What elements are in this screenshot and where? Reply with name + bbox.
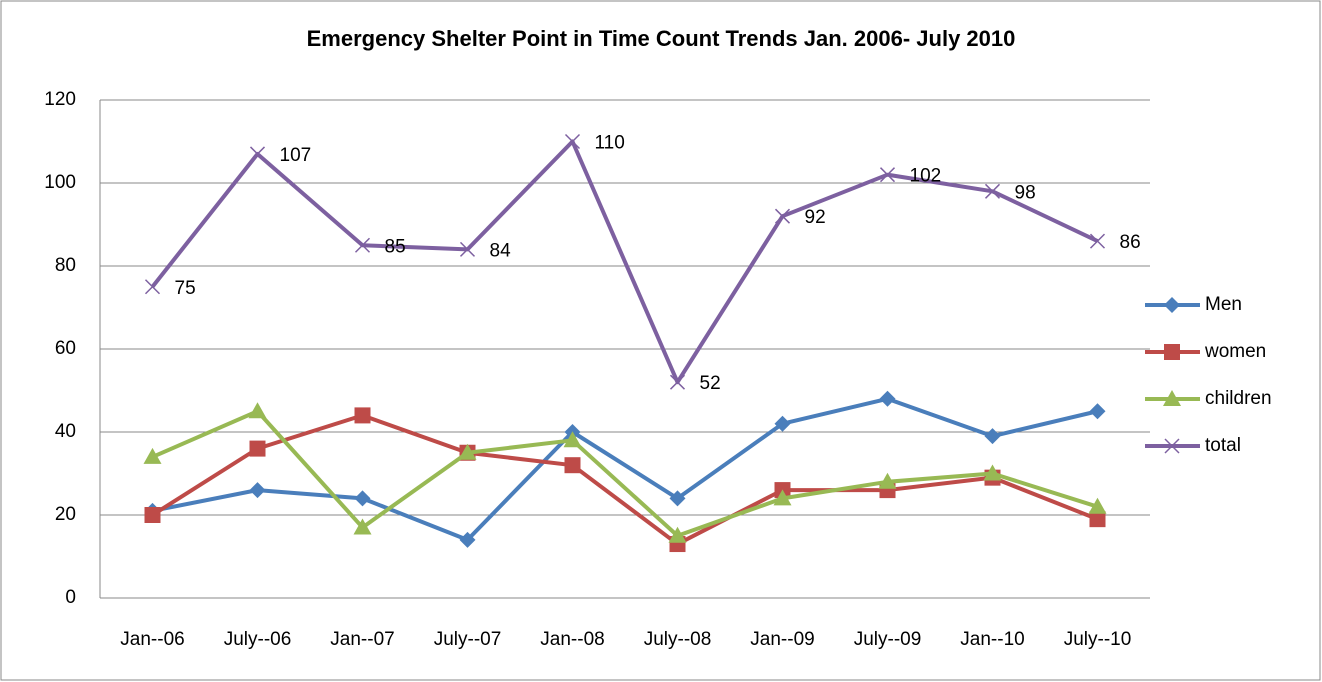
data-point xyxy=(669,374,686,390)
y-tick-label: 0 xyxy=(65,587,76,608)
data-point xyxy=(983,464,1002,481)
data-label: 98 xyxy=(1015,182,1036,203)
y-tick-label: 40 xyxy=(55,421,76,442)
x-tick-label: July--10 xyxy=(1064,629,1132,650)
data-point xyxy=(879,390,896,407)
data-point xyxy=(458,443,477,460)
data-point xyxy=(774,208,791,224)
data-point xyxy=(354,237,371,253)
series-line xyxy=(151,409,1099,538)
y-tick-label: 120 xyxy=(44,89,76,110)
data-point xyxy=(774,415,791,432)
legend-marker xyxy=(1164,344,1180,360)
data-label: 75 xyxy=(175,278,196,299)
data-label: 110 xyxy=(595,133,625,154)
data-point xyxy=(459,241,476,257)
data-point xyxy=(249,146,266,162)
data-point xyxy=(249,440,266,457)
data-point xyxy=(564,457,581,474)
x-tick-label: Jan--09 xyxy=(750,629,814,650)
data-point xyxy=(459,531,476,548)
data-point xyxy=(669,490,686,507)
x-tick-label: July--07 xyxy=(434,629,502,650)
data-point xyxy=(1089,511,1106,528)
data-point xyxy=(354,490,371,507)
series-line xyxy=(152,396,1098,542)
legend-label: women xyxy=(1204,341,1266,362)
series-line xyxy=(151,413,1099,547)
data-point xyxy=(354,407,371,424)
data-label: 102 xyxy=(910,166,942,187)
data-point xyxy=(1089,233,1106,249)
data-point xyxy=(668,526,687,543)
data-point xyxy=(144,507,161,523)
x-tick-label: Jan--07 xyxy=(330,629,394,650)
data-label: 84 xyxy=(490,240,512,261)
x-tick-label: July--09 xyxy=(854,629,922,650)
legend-marker xyxy=(1163,390,1181,406)
x-tick-label: Jan--06 xyxy=(120,629,184,650)
data-point xyxy=(879,167,896,183)
data-label: 85 xyxy=(385,236,406,257)
data-point xyxy=(1088,497,1107,514)
data-label: 52 xyxy=(700,373,721,394)
data-label: 107 xyxy=(280,145,312,166)
x-tick-label: July--08 xyxy=(644,629,712,650)
data-point xyxy=(984,428,1001,445)
data-point xyxy=(249,482,266,499)
data-point xyxy=(1089,403,1106,420)
data-point xyxy=(773,489,792,506)
data-label: 86 xyxy=(1120,232,1141,253)
y-tick-label: 100 xyxy=(44,172,76,193)
legend-marker xyxy=(1164,438,1180,454)
data-point xyxy=(984,183,1001,199)
data-point xyxy=(563,431,582,448)
legend-label: total xyxy=(1205,435,1241,456)
series-line xyxy=(150,139,1099,385)
chart-title: Emergency Shelter Point in Time Count Tr… xyxy=(307,26,1016,51)
x-tick-label: Jan--10 xyxy=(960,629,1024,650)
legend-marker xyxy=(1164,297,1180,313)
data-point xyxy=(248,402,267,419)
y-tick-label: 60 xyxy=(55,338,76,359)
y-tick-label: 80 xyxy=(55,255,76,276)
data-point xyxy=(878,472,897,489)
x-tick-label: Jan--08 xyxy=(540,629,604,650)
data-point xyxy=(564,133,581,150)
legend-label: Men xyxy=(1205,294,1242,315)
data-point xyxy=(144,279,161,295)
y-tick-label: 20 xyxy=(55,504,76,525)
data-point xyxy=(353,518,372,535)
data-point xyxy=(143,447,162,464)
data-label: 92 xyxy=(805,207,826,228)
x-tick-label: July--06 xyxy=(224,629,292,650)
legend-label: children xyxy=(1205,388,1272,409)
